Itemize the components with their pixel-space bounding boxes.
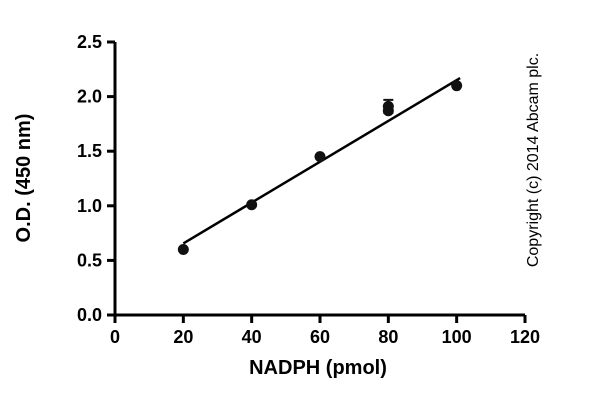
x-tick-label: 80: [378, 327, 398, 347]
data-point: [314, 151, 326, 163]
y-tick-label: 2.5: [77, 32, 102, 52]
y-tick-label: 2.0: [77, 87, 102, 107]
y-tick-label: 0.0: [77, 305, 102, 325]
x-tick-label: 0: [110, 327, 120, 347]
y-tick-label: 1.0: [77, 196, 102, 216]
data-point: [246, 199, 258, 211]
y-tick-label: 1.5: [77, 141, 102, 161]
data-point: [382, 100, 394, 112]
x-tick-label: 100: [442, 327, 472, 347]
x-tick-label: 40: [242, 327, 262, 347]
y-axis-title: O.D. (450 nm): [13, 114, 35, 243]
x-tick-label: 20: [173, 327, 193, 347]
y-tick-label: 0.5: [77, 250, 102, 270]
x-tick-label: 60: [310, 327, 330, 347]
copyright-watermark: Copyright (c) 2014 Abcam plc.: [525, 53, 542, 267]
x-axis-title: NADPH (pmol): [249, 357, 387, 379]
x-tick-label: 120: [510, 327, 540, 347]
data-point: [177, 243, 189, 255]
data-point: [451, 80, 463, 92]
plot-area: 0 20 40 60 80 100 120 0.0 0.5 1.0 1.5 2.0 2.5: [77, 32, 540, 347]
